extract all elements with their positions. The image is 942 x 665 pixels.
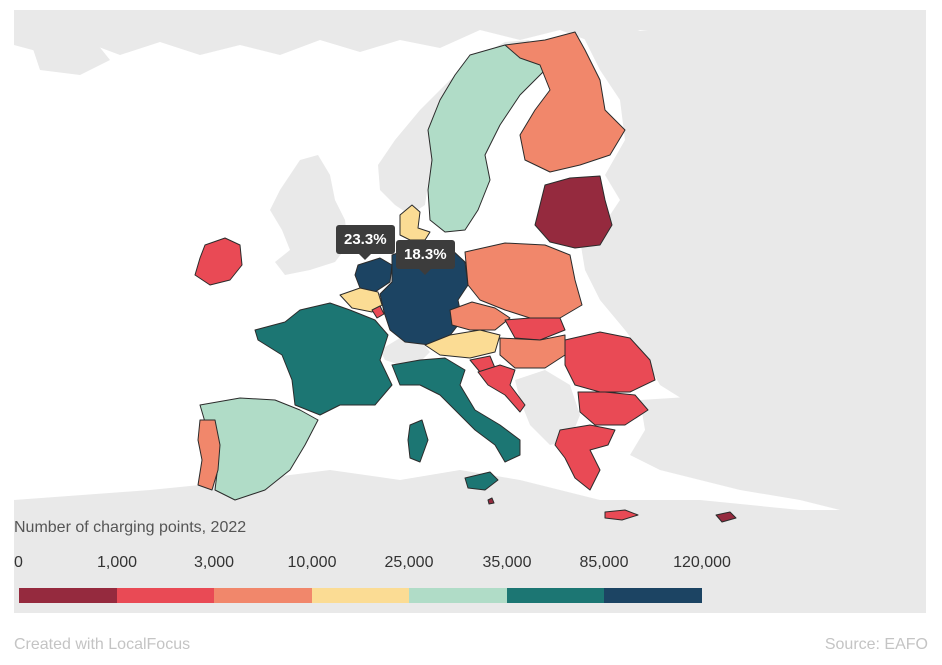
czechia[interactable] (449, 301, 511, 331)
legend-swatch (604, 588, 703, 603)
greece[interactable] (554, 424, 616, 491)
cyprus[interactable] (715, 511, 737, 523)
legend-color-scale (19, 588, 703, 603)
legend-tick: 1,000 (96, 554, 138, 571)
ireland[interactable] (194, 237, 243, 286)
portugal[interactable] (197, 419, 221, 491)
legend-tick: 10,000 (287, 554, 337, 571)
sicily[interactable] (464, 471, 499, 491)
legend-tick: 120,000 (673, 554, 731, 571)
legend-tick: 85,000 (579, 554, 629, 571)
france[interactable] (254, 302, 393, 416)
legend-swatch (409, 588, 507, 603)
legend-tick: 3,000 (193, 554, 235, 571)
legend-tick: 35,000 (482, 554, 532, 571)
bulgaria[interactable] (577, 391, 649, 426)
footer-credit[interactable]: Created with LocalFocus (14, 636, 191, 653)
footer-source: Source: EAFO (824, 636, 928, 653)
germany-callout: 18.3% (396, 240, 455, 275)
legend-tick: 25,000 (384, 554, 434, 571)
legend-swatch (214, 588, 312, 603)
italy[interactable] (391, 357, 521, 463)
austria[interactable] (424, 329, 501, 359)
legend-tick: 0 (14, 554, 23, 571)
poland[interactable] (464, 242, 583, 319)
hungary[interactable] (499, 334, 566, 369)
non-eu-land (14, 10, 926, 613)
netherlands[interactable] (354, 257, 393, 293)
crete[interactable] (604, 509, 639, 521)
slovakia[interactable] (504, 317, 566, 341)
legend-swatch (311, 588, 410, 603)
romania[interactable] (564, 331, 656, 393)
legend-swatch (506, 588, 605, 603)
baltics[interactable] (534, 175, 613, 249)
sardinia[interactable] (407, 419, 429, 463)
legend-swatch (19, 588, 117, 603)
legend-title: Number of charging points, 2022 (14, 519, 247, 536)
netherlands-callout: 23.3% (336, 225, 395, 260)
denmark[interactable] (399, 204, 431, 241)
malta[interactable] (487, 497, 495, 505)
croatia[interactable] (477, 364, 526, 413)
legend-swatch (116, 588, 215, 603)
finland[interactable] (504, 31, 626, 173)
luxembourg[interactable] (371, 305, 385, 319)
